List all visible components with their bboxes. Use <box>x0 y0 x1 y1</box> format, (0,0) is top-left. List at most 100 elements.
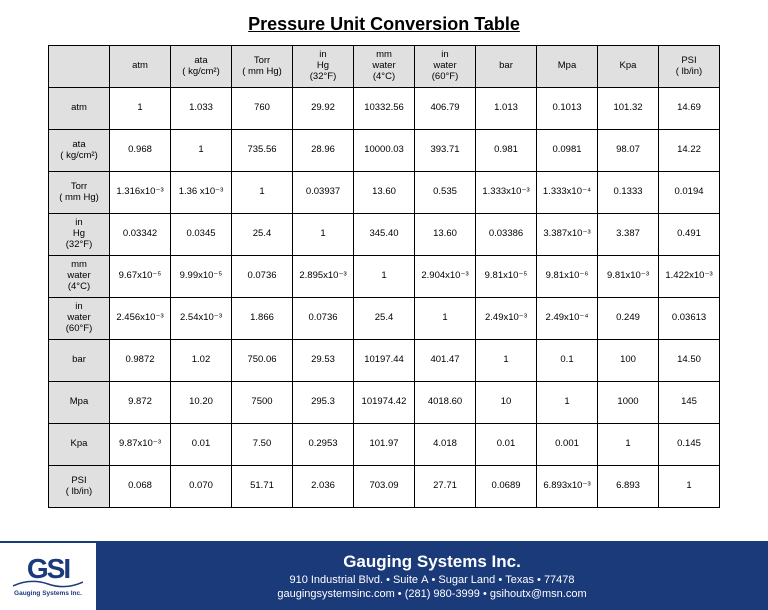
row-header: inwater(60°F) <box>49 298 110 340</box>
col-header: atm <box>110 46 171 88</box>
table-cell: 1.013 <box>476 88 537 130</box>
table-cell: 0.1 <box>537 340 598 382</box>
table-cell: 28.96 <box>293 130 354 172</box>
conversion-table: atm ata( kg/cm²) Torr( mm Hg) inHg(32°F)… <box>48 45 720 508</box>
row-header: ata( kg/cm²) <box>49 130 110 172</box>
table-cell: 27.71 <box>415 466 476 508</box>
table-cell: 1000 <box>598 382 659 424</box>
table-cell: 0.001 <box>537 424 598 466</box>
table-cell: 0.981 <box>476 130 537 172</box>
table-cell: 0.0981 <box>537 130 598 172</box>
table-cell: 1.333x10⁻³ <box>476 172 537 214</box>
col-header: Kpa <box>598 46 659 88</box>
table-cell: 0.2953 <box>293 424 354 466</box>
logo-text: GSI <box>27 556 69 581</box>
table-cell: 101974.42 <box>354 382 415 424</box>
table-cell: 0.0736 <box>232 256 293 298</box>
table-cell: 9.81x10⁻³ <box>598 256 659 298</box>
table-cell: 51.71 <box>232 466 293 508</box>
table-cell: 1 <box>537 382 598 424</box>
table-cell: 25.4 <box>354 298 415 340</box>
row-header: mmwater(4°C) <box>49 256 110 298</box>
col-header: inwater(60°F) <box>415 46 476 88</box>
table-cell: 1 <box>598 424 659 466</box>
table-cell: 9.67x10⁻⁵ <box>110 256 171 298</box>
table-cell: 1.033 <box>171 88 232 130</box>
table-cell: 0.535 <box>415 172 476 214</box>
table-cell: 0.1013 <box>537 88 598 130</box>
table-cell: 2.49x10⁻³ <box>476 298 537 340</box>
table-cell: 0.0194 <box>659 172 720 214</box>
company-name: Gauging Systems Inc. <box>96 552 768 572</box>
table-row: mmwater(4°C)9.67x10⁻⁵9.99x10⁻⁵0.07362.89… <box>49 256 720 298</box>
logo-subtext: Gauging Systems Inc. <box>14 590 82 597</box>
row-header: inHg(32°F) <box>49 214 110 256</box>
table-cell: 14.50 <box>659 340 720 382</box>
table-cell: 1.333x10⁻⁴ <box>537 172 598 214</box>
table-cell: 401.47 <box>415 340 476 382</box>
table-cell: 13.60 <box>415 214 476 256</box>
table-cell: 9.87x10⁻³ <box>110 424 171 466</box>
table-cell: 0.0345 <box>171 214 232 256</box>
table-cell: 0.068 <box>110 466 171 508</box>
company-address: 910 Industrial Blvd. • Suite A • Sugar L… <box>96 574 768 586</box>
table-cell: 14.22 <box>659 130 720 172</box>
table-cell: 735.56 <box>232 130 293 172</box>
table-cell: 1 <box>293 214 354 256</box>
table-cell: 2.456x10⁻³ <box>110 298 171 340</box>
table-cell: 0.070 <box>171 466 232 508</box>
table-row: atm11.03376029.9210332.56406.791.0130.10… <box>49 88 720 130</box>
table-cell: 295.3 <box>293 382 354 424</box>
table-cell: 0.1333 <box>598 172 659 214</box>
company-contact: gaugingsystemsinc.com • (281) 980-3999 •… <box>96 588 768 600</box>
table-cell: 7.50 <box>232 424 293 466</box>
table-cell: 101.32 <box>598 88 659 130</box>
table-row: bar0.98721.02750.0629.5310197.44401.4710… <box>49 340 720 382</box>
col-header: PSI( lb/in) <box>659 46 720 88</box>
col-header: inHg(32°F) <box>293 46 354 88</box>
table-cell: 101.97 <box>354 424 415 466</box>
table-cell: 4.018 <box>415 424 476 466</box>
table-cell: 406.79 <box>415 88 476 130</box>
table-cell: 29.92 <box>293 88 354 130</box>
table-cell: 9.99x10⁻⁵ <box>171 256 232 298</box>
page-title: Pressure Unit Conversion Table <box>0 0 768 45</box>
table-cell: 10 <box>476 382 537 424</box>
table-cell: 2.49x10⁻⁴ <box>537 298 598 340</box>
table-cell: 13.60 <box>354 172 415 214</box>
table-cell: 10.20 <box>171 382 232 424</box>
table-cell: 2.895x10⁻³ <box>293 256 354 298</box>
table-cell: 25.4 <box>232 214 293 256</box>
table-cell: 0.03386 <box>476 214 537 256</box>
col-header: ata( kg/cm²) <box>171 46 232 88</box>
table-cell: 0.0689 <box>476 466 537 508</box>
wave-icon <box>13 580 83 588</box>
table-cell: 1.36 x10⁻³ <box>171 172 232 214</box>
table-cell: 1 <box>232 172 293 214</box>
table-cell: 3.387x10⁻³ <box>537 214 598 256</box>
table-cell: 145 <box>659 382 720 424</box>
company-logo: GSI Gauging Systems Inc. <box>0 541 96 610</box>
table-cell: 3.387 <box>598 214 659 256</box>
table-cell: 1.422x10⁻³ <box>659 256 720 298</box>
table-cell: 750.06 <box>232 340 293 382</box>
table-row: Mpa9.87210.207500295.3101974.424018.6010… <box>49 382 720 424</box>
row-header: PSI( lb/in) <box>49 466 110 508</box>
table-cell: 2.904x10⁻³ <box>415 256 476 298</box>
table-cell: 0.03342 <box>110 214 171 256</box>
row-header: bar <box>49 340 110 382</box>
table-cell: 0.491 <box>659 214 720 256</box>
table-row: inHg(32°F)0.033420.034525.41345.4013.600… <box>49 214 720 256</box>
table-cell: 1 <box>171 130 232 172</box>
table-cell: 1 <box>110 88 171 130</box>
table-row: inwater(60°F)2.456x10⁻³2.54x10⁻³1.8660.0… <box>49 298 720 340</box>
table-cell: 1.866 <box>232 298 293 340</box>
corner-cell <box>49 46 110 88</box>
table-cell: 10332.56 <box>354 88 415 130</box>
table-cell: 7500 <box>232 382 293 424</box>
table-cell: 2.036 <box>293 466 354 508</box>
table-cell: 0.01 <box>476 424 537 466</box>
table-row: Torr( mm Hg)1.316x10⁻³1.36 x10⁻³10.03937… <box>49 172 720 214</box>
table-cell: 10197.44 <box>354 340 415 382</box>
table-cell: 0.03613 <box>659 298 720 340</box>
